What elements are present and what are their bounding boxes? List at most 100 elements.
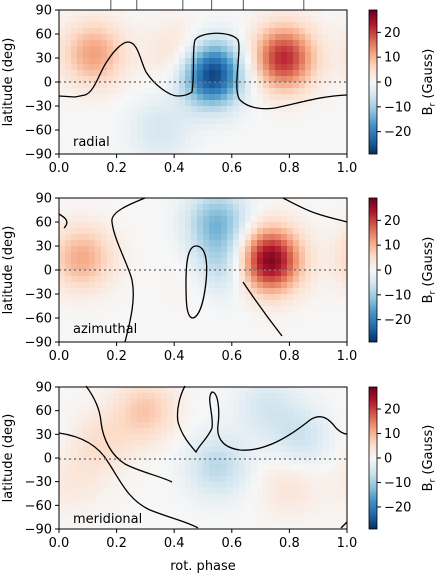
heatmap-cell: [65, 40, 72, 47]
heatmap-cell: [263, 458, 270, 465]
heatmap-cell: [149, 493, 156, 501]
heatmap-cell: [149, 70, 156, 77]
heatmap-cell: [287, 240, 294, 247]
heatmap-cell: [179, 324, 186, 331]
heatmap-cell: [287, 288, 294, 295]
heatmap-cell: [203, 288, 210, 295]
heatmap-cell: [305, 228, 312, 235]
heatmap-cell: [233, 10, 240, 17]
heatmap-cell: [197, 16, 204, 23]
heatmap-cell: [89, 511, 96, 518]
heatmap-cell: [149, 148, 156, 155]
y-tick-label: 90: [35, 192, 52, 207]
heatmap-cell: [209, 10, 216, 17]
heatmap-cell: [293, 487, 300, 495]
heatmap-cell: [167, 216, 174, 223]
heatmap-cell: [323, 124, 330, 131]
heatmap-cell: [317, 106, 324, 113]
heatmap-cell: [191, 28, 198, 35]
heatmap-cell: [233, 246, 240, 253]
heatmap-cell: [149, 306, 156, 313]
heatmap-cell: [269, 499, 276, 506]
heatmap-cell: [239, 246, 246, 253]
heatmap-cell: [335, 210, 342, 217]
heatmap-cell: [269, 222, 276, 229]
heatmap-cell: [71, 324, 78, 331]
heatmap-cell: [317, 493, 324, 501]
heatmap-cell: [263, 404, 270, 412]
heatmap-cell: [83, 336, 90, 343]
heatmap-cell: [335, 493, 342, 501]
heatmap-cell: [77, 499, 84, 506]
heatmap-cell: [125, 404, 132, 412]
heatmap-cell: [155, 70, 162, 77]
heatmap-cell: [161, 300, 168, 307]
heatmap-cell: [317, 34, 324, 41]
heatmap-cell: [341, 252, 348, 259]
heatmap-cell: [245, 252, 252, 259]
heatmap-cell: [95, 475, 102, 483]
heatmap-cell: [257, 294, 264, 301]
heatmap-cell: [113, 475, 120, 483]
heatmap-cell: [221, 428, 228, 435]
heatmap-cell: [299, 100, 306, 107]
heatmap-azimuthal: [59, 198, 348, 343]
heatmap-cell: [299, 124, 306, 131]
heatmap-cell: [281, 446, 288, 453]
heatmap-cell: [335, 446, 342, 453]
heatmap-cell: [149, 270, 156, 277]
heatmap-cell: [71, 88, 78, 95]
heatmap-cell: [251, 481, 258, 489]
heatmap-cell: [311, 204, 318, 211]
heatmap-cell: [287, 88, 294, 95]
heatmap-cell: [125, 70, 132, 77]
heatmap-cell: [227, 422, 234, 430]
heatmap-cell: [293, 22, 300, 29]
heatmap-cell: [77, 469, 84, 477]
heatmap-cell: [215, 276, 222, 283]
heatmap-cell: [251, 264, 258, 271]
heatmap-cell: [305, 82, 312, 89]
heatmap-cell: [173, 300, 180, 307]
heatmap-cell: [329, 264, 336, 271]
heatmap-cell: [317, 452, 324, 459]
heatmap-cell: [101, 52, 108, 59]
heatmap-cell: [281, 106, 288, 113]
heatmap-cell: [227, 46, 234, 53]
heatmap-cell: [215, 481, 222, 489]
heatmap-cell: [161, 52, 168, 59]
heatmap-cell: [155, 416, 162, 424]
heatmap-cell: [227, 469, 234, 477]
heatmap-cell: [113, 398, 120, 406]
heatmap-cell: [107, 252, 114, 259]
heatmap-cell: [203, 428, 210, 435]
heatmap-cell: [77, 112, 84, 119]
contour-line: [58, 32, 348, 110]
heatmap-cell: [287, 94, 294, 101]
heatmap-cell: [227, 312, 234, 319]
heatmap-cell: [221, 481, 228, 489]
y-tick-label: 90: [35, 4, 52, 19]
heatmap-cell: [251, 475, 258, 483]
heatmap-cell: [131, 517, 138, 524]
heatmap-cell: [119, 82, 126, 89]
heatmap-cell: [197, 330, 204, 337]
heatmap-cell: [131, 282, 138, 289]
heatmap-cell: [329, 446, 336, 453]
heatmap-cell: [275, 404, 282, 412]
heatmap-cell: [131, 118, 138, 125]
heatmap-cell: [275, 428, 282, 435]
heatmap-cell: [221, 246, 228, 253]
heatmap-cell: [131, 106, 138, 113]
heatmap-cell: [101, 240, 108, 247]
heatmap-cell: [149, 228, 156, 235]
heatmap-cell: [215, 100, 222, 107]
heatmap-cell: [293, 312, 300, 319]
heatmap-cell: [311, 294, 318, 301]
heatmap-cell: [257, 422, 264, 430]
heatmap-cell: [179, 136, 186, 143]
heatmap-cell: [299, 416, 306, 424]
heatmap-cell: [101, 469, 108, 477]
heatmap-cell: [299, 228, 306, 235]
heatmap-cell: [209, 324, 216, 331]
